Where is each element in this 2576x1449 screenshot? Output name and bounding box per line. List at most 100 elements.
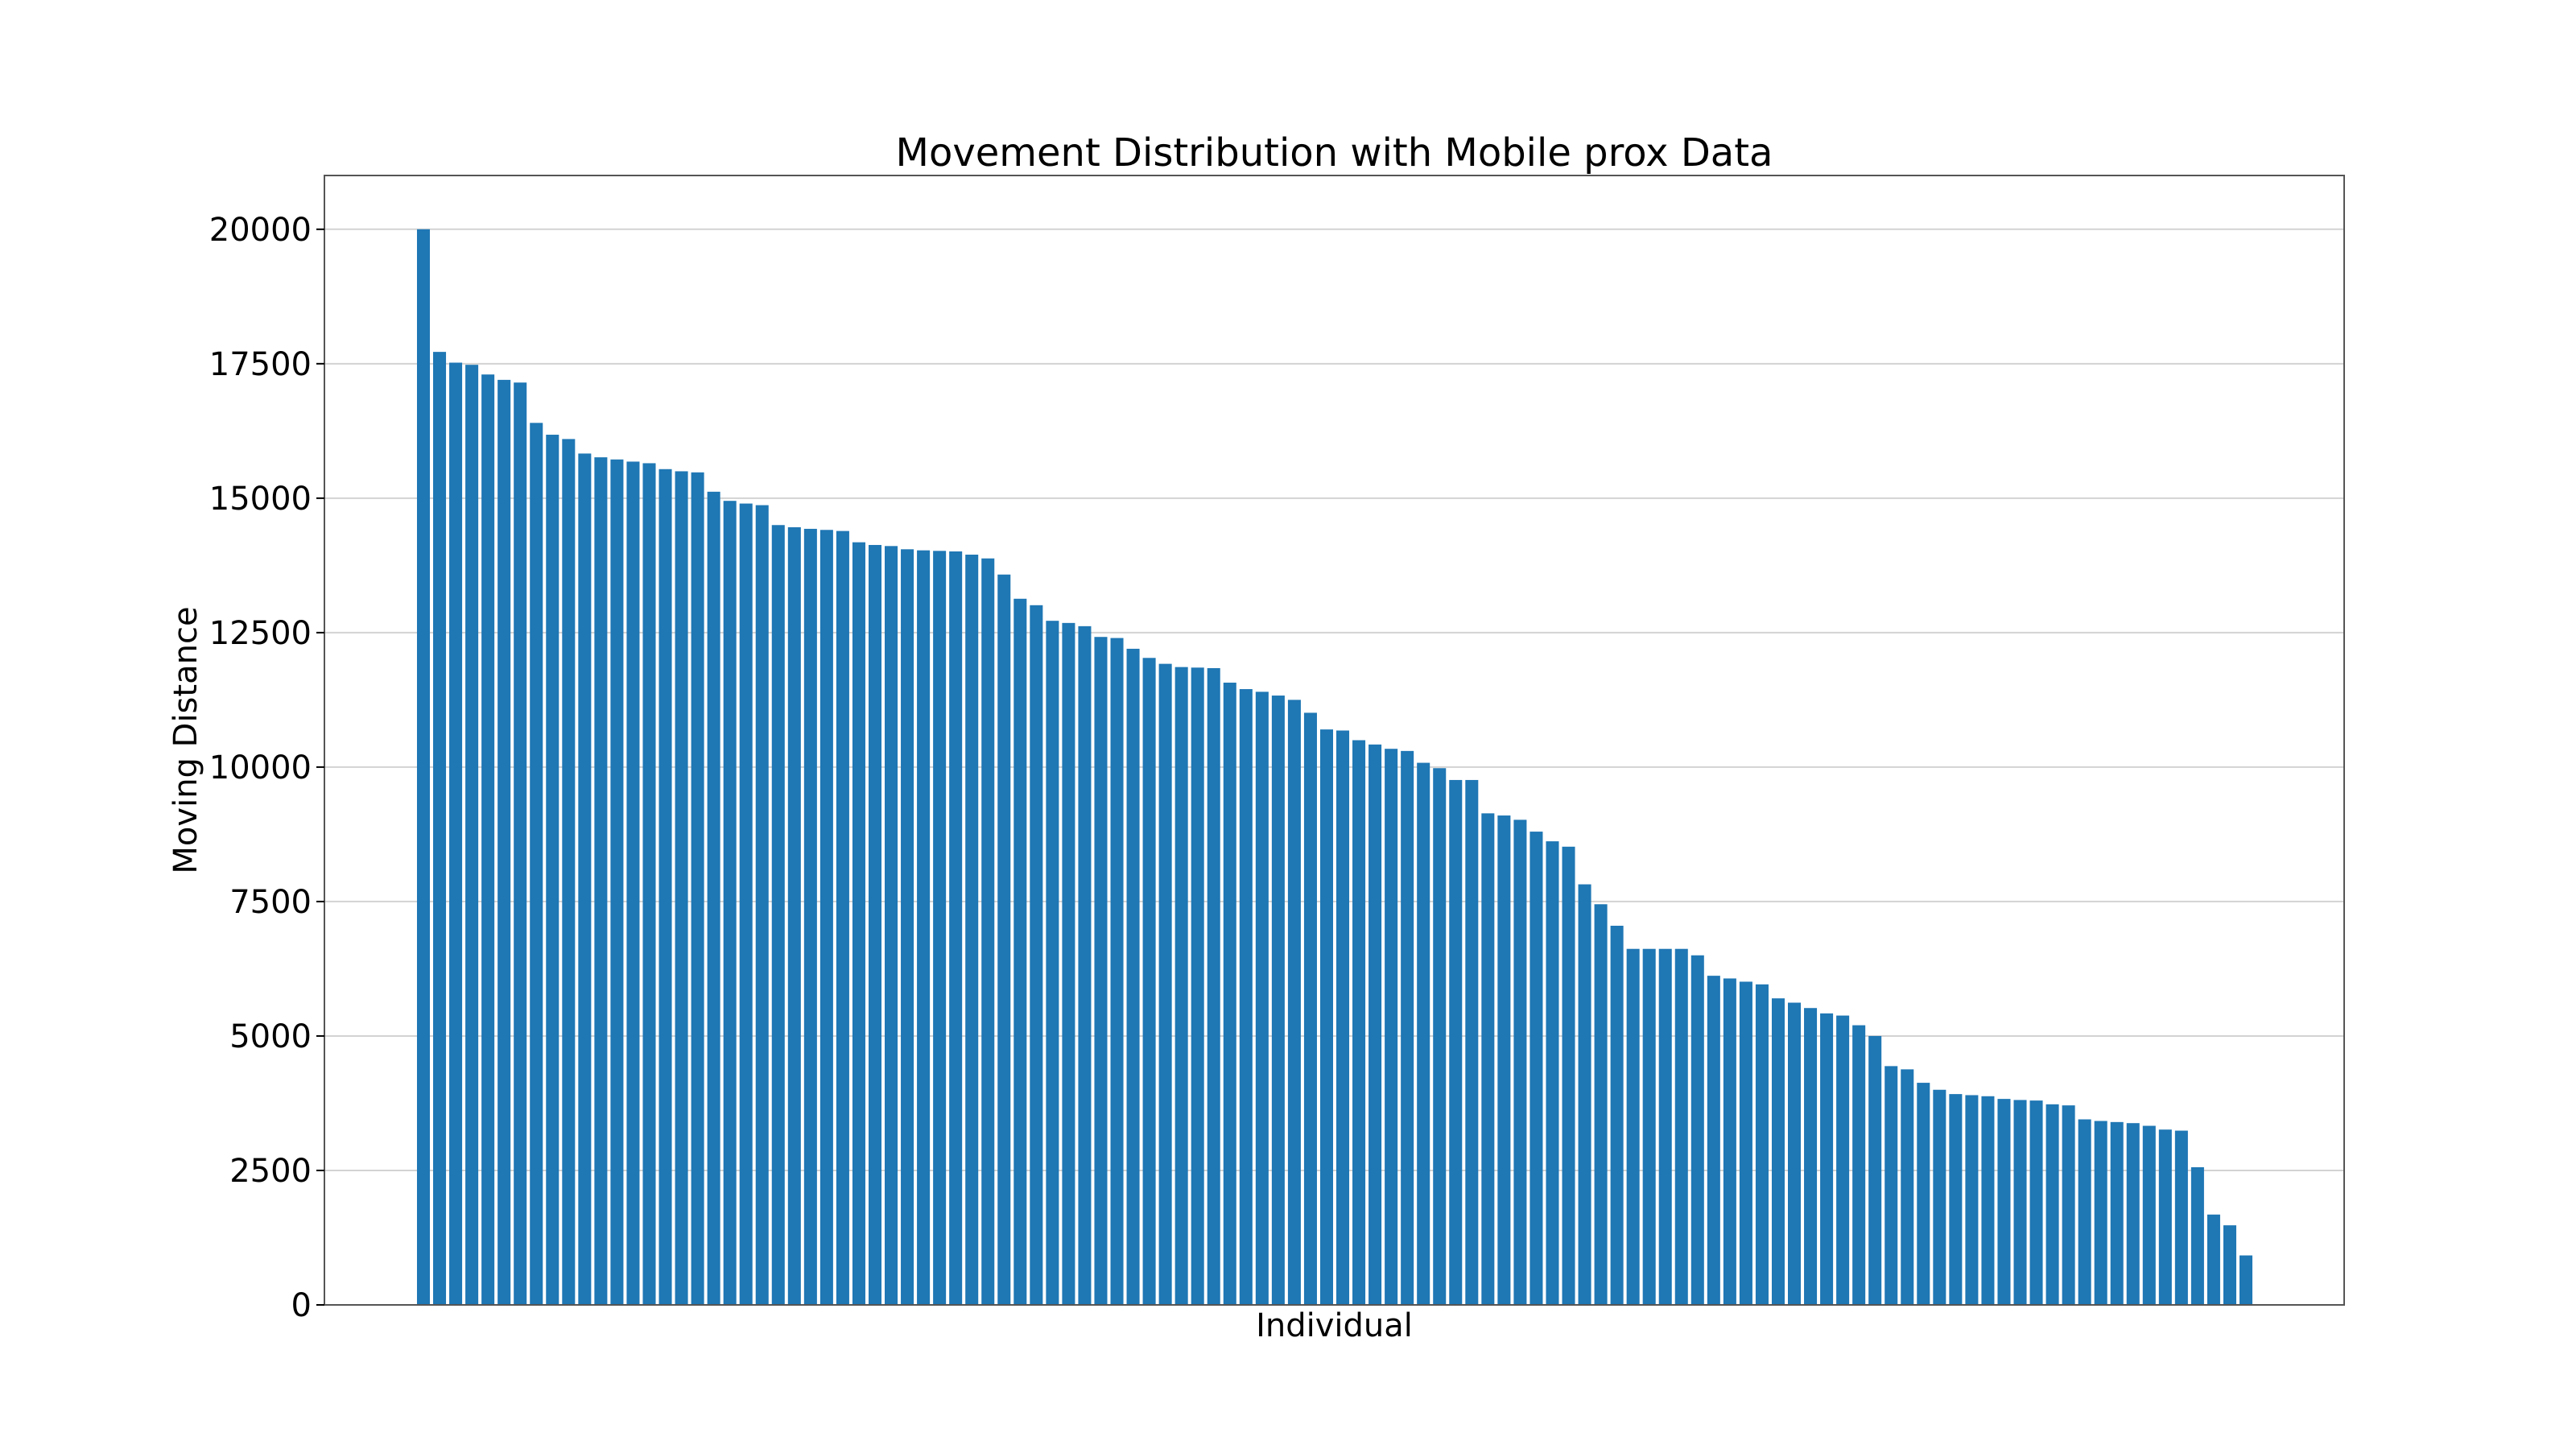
bar <box>2207 1214 2220 1305</box>
bar <box>1352 740 1366 1305</box>
bar <box>481 374 495 1305</box>
y-tick-label: 2500 <box>229 1153 312 1190</box>
bar <box>2062 1105 2075 1305</box>
bar <box>578 453 592 1305</box>
bar <box>1158 663 1172 1305</box>
bar <box>433 352 447 1305</box>
bar <box>2142 1125 2156 1305</box>
bar <box>1546 841 1559 1305</box>
bar <box>1336 730 1350 1305</box>
bar <box>1755 984 1769 1305</box>
bar <box>1836 1015 1850 1305</box>
bar <box>2029 1100 2043 1305</box>
bar <box>1287 700 1301 1305</box>
bar <box>2078 1119 2091 1305</box>
bar <box>1917 1083 1930 1305</box>
bar <box>1046 621 1059 1305</box>
y-tick-label: 12500 <box>209 615 312 652</box>
bar <box>997 574 1011 1305</box>
bar <box>1319 729 1333 1305</box>
bar <box>465 365 479 1305</box>
bar <box>2190 1166 2204 1305</box>
bar <box>933 551 947 1305</box>
bar <box>562 439 576 1305</box>
bar <box>707 491 720 1305</box>
bar <box>2046 1104 2059 1305</box>
bar <box>2174 1130 2188 1305</box>
bar <box>2239 1255 2253 1305</box>
bar <box>1707 976 1720 1305</box>
bar <box>1626 948 1640 1305</box>
bar <box>546 435 559 1305</box>
bar <box>530 423 543 1306</box>
bar <box>1787 1002 1802 1305</box>
bar <box>2223 1225 2236 1305</box>
bar <box>1497 815 1511 1305</box>
bar <box>949 551 963 1305</box>
bar <box>836 530 849 1305</box>
bar <box>1481 813 1495 1305</box>
bar <box>2094 1121 2107 1305</box>
chart-title: Movement Distribution with Mobile prox D… <box>896 130 1773 175</box>
bar <box>1030 605 1043 1305</box>
bar <box>1562 846 1575 1305</box>
bar <box>1868 1035 1882 1305</box>
bar <box>1191 667 1204 1305</box>
y-tick-label: 0 <box>291 1287 312 1324</box>
bar <box>1981 1096 1995 1305</box>
bar <box>787 526 801 1305</box>
bar <box>803 528 817 1305</box>
bar <box>1239 689 1253 1305</box>
bar <box>2126 1123 2140 1305</box>
y-tick-label: 7500 <box>229 884 312 921</box>
x-axis-label: Individual <box>1256 1307 1413 1344</box>
plot-frame <box>324 175 2345 1306</box>
bar <box>1207 667 1220 1305</box>
bar <box>901 549 914 1305</box>
bar <box>1901 1069 1914 1305</box>
bar <box>1385 749 1398 1305</box>
bar <box>658 469 672 1305</box>
bar <box>626 461 640 1305</box>
bar <box>885 546 898 1305</box>
bar <box>1949 1094 1963 1305</box>
bar <box>497 379 511 1305</box>
bar <box>1610 925 1624 1305</box>
bar <box>514 382 527 1305</box>
bar <box>1530 832 1543 1305</box>
bar <box>1449 779 1463 1305</box>
bar <box>1723 978 1736 1305</box>
bar <box>1804 1008 1818 1305</box>
bar <box>1126 648 1140 1305</box>
bar <box>449 362 463 1306</box>
y-tick-label: 15000 <box>209 481 312 518</box>
bar <box>1417 762 1430 1305</box>
bar <box>771 525 785 1305</box>
bar <box>981 558 995 1305</box>
bar <box>2158 1129 2172 1305</box>
bar <box>1433 768 1447 1305</box>
bar <box>610 459 624 1305</box>
bar <box>1401 750 1414 1305</box>
bar <box>965 555 979 1305</box>
bar <box>2110 1121 2124 1305</box>
bar <box>1594 904 1608 1305</box>
bar <box>675 471 688 1305</box>
bars <box>416 229 2253 1306</box>
bar <box>1674 948 1688 1305</box>
bar <box>1739 981 1752 1305</box>
bar <box>1094 637 1108 1305</box>
bar <box>1513 819 1527 1305</box>
y-tick-label: 10000 <box>209 749 312 786</box>
bar <box>1852 1025 1866 1305</box>
bar <box>1997 1099 2011 1305</box>
bar <box>1771 998 1785 1305</box>
bar <box>1965 1095 1979 1305</box>
bar <box>416 229 431 1305</box>
bar <box>755 505 769 1305</box>
bar <box>1062 622 1075 1305</box>
bar <box>1255 691 1269 1305</box>
y-axis-label: Moving Distance <box>167 606 204 873</box>
bar <box>1142 658 1156 1305</box>
